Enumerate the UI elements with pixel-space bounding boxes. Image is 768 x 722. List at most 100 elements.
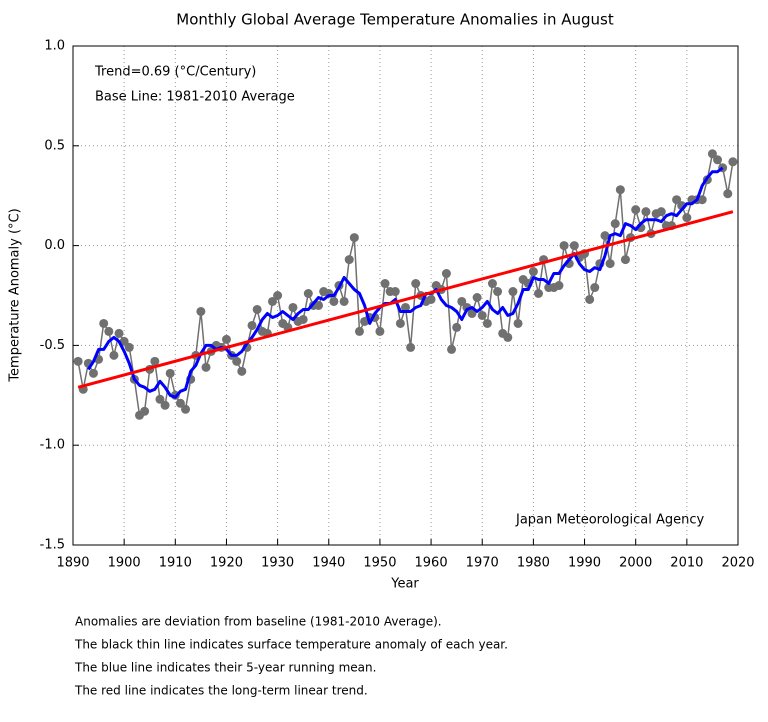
- annual-point: [114, 328, 124, 338]
- annual-point: [590, 283, 600, 293]
- annotation: Base Line: 1981-2010 Average: [95, 90, 295, 105]
- annual-point: [303, 289, 313, 299]
- x-tick-label: 1910: [159, 556, 192, 571]
- note: Anomalies are deviation from baseline (1…: [75, 615, 442, 629]
- annual-point: [155, 394, 165, 404]
- annual-point: [441, 269, 451, 279]
- annual-point: [401, 302, 410, 312]
- plot-frame: [72, 45, 739, 546]
- annual-point: [329, 296, 339, 306]
- annual-point: [656, 207, 666, 217]
- y-axis-label: Temperature Anomaly (°C): [8, 208, 23, 382]
- annual-point: [380, 279, 390, 289]
- x-tick-label: 2020: [721, 556, 754, 571]
- annual-point: [247, 320, 257, 330]
- annual-point: [426, 294, 436, 304]
- x-tick-label: 1920: [210, 556, 243, 571]
- annual-point: [375, 326, 385, 336]
- x-tick-label: 1940: [312, 556, 345, 571]
- annual-point: [298, 314, 308, 324]
- annual-point: [150, 356, 160, 366]
- annual-point: [631, 205, 641, 215]
- annual-point: [528, 267, 538, 277]
- x-tick-label: 2010: [670, 556, 703, 571]
- annual-point: [273, 291, 283, 300]
- annual-point: [585, 294, 595, 304]
- annual-point: [201, 362, 211, 372]
- annual-point: [268, 296, 277, 306]
- annual-point: [175, 398, 185, 408]
- annual-line: [77, 153, 734, 417]
- annual-point: [288, 302, 298, 312]
- annual-point: [390, 287, 400, 297]
- annual-point: [165, 368, 175, 378]
- annual-point: [447, 344, 457, 354]
- annual-point: [559, 241, 569, 251]
- x-tick-label: 1900: [108, 556, 141, 571]
- y-tick-label: 0.0: [44, 238, 65, 253]
- annual-point: [160, 400, 170, 410]
- x-tick-label: 1980: [517, 556, 550, 571]
- y-tick-label: -1.0: [40, 438, 65, 453]
- annual-point: [477, 310, 487, 320]
- annual-point: [508, 287, 518, 297]
- y-tick-label: 1.0: [44, 39, 65, 54]
- annual-point: [482, 318, 492, 328]
- x-tick-label: 1970: [466, 556, 499, 571]
- annual-point: [728, 157, 738, 167]
- annual-point: [600, 231, 610, 241]
- annual-point: [99, 318, 109, 328]
- annual-point: [487, 279, 497, 289]
- annual-point: [73, 356, 83, 366]
- annotation: Trend=0.69 (°C/Century): [94, 65, 256, 80]
- annual-point: [344, 255, 354, 265]
- chart-title: Monthly Global Average Temperature Anoma…: [176, 11, 614, 29]
- annotation: Japan Meteorological Agency: [515, 513, 704, 528]
- annual-point: [452, 322, 462, 332]
- annual-point: [569, 241, 579, 251]
- note: The red line indicates the long-term lin…: [74, 684, 368, 698]
- y-tick-label: -1.5: [40, 538, 65, 553]
- annual-point: [221, 334, 231, 344]
- x-tick-label: 1960: [415, 556, 448, 571]
- annual-point: [615, 185, 625, 195]
- annual-point: [196, 306, 206, 316]
- annual-point: [457, 296, 467, 306]
- annual-point: [513, 318, 523, 328]
- annual-point: [109, 350, 119, 360]
- annual-point: [472, 292, 482, 302]
- annual-point: [467, 308, 477, 318]
- x-axis-label: Year: [390, 577, 419, 592]
- annual-point: [140, 406, 150, 416]
- x-tick-label: 1950: [363, 556, 396, 571]
- annual-point: [697, 195, 707, 205]
- annual-point: [534, 289, 543, 299]
- annual-point: [349, 233, 359, 243]
- annual-point: [119, 336, 129, 346]
- annual-point: [104, 326, 114, 336]
- x-tick-label: 1890: [56, 556, 89, 571]
- annual-point: [181, 404, 191, 414]
- x-tick-label: 1930: [261, 556, 294, 571]
- annual-point: [411, 279, 421, 289]
- annual-point: [232, 356, 242, 366]
- note: The blue line indicates their 5-year run…: [74, 661, 376, 675]
- annual-point: [723, 189, 733, 199]
- annual-point: [554, 281, 564, 291]
- running-mean-line: [87, 166, 724, 399]
- annual-point: [610, 219, 620, 229]
- annual-point: [354, 326, 364, 336]
- annual-point: [682, 213, 692, 223]
- annual-point: [237, 366, 247, 376]
- annual-point: [88, 368, 98, 378]
- annual-point: [503, 332, 513, 342]
- annual-point: [672, 195, 682, 205]
- annual-point: [339, 296, 349, 306]
- annual-point: [406, 342, 416, 352]
- annual-point: [713, 155, 723, 165]
- annual-point: [707, 149, 717, 159]
- y-tick-label: -0.5: [40, 338, 65, 353]
- annual-point: [395, 318, 405, 328]
- annual-point: [493, 287, 503, 297]
